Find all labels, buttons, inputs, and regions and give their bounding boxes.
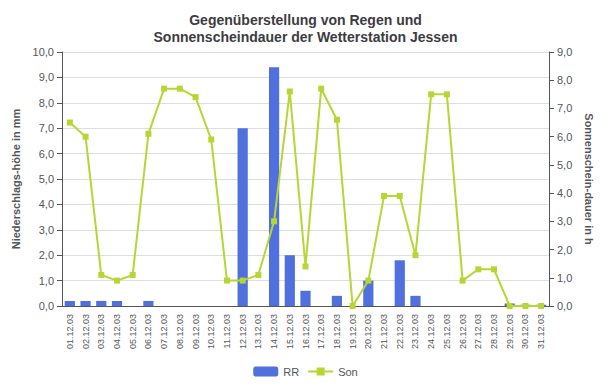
svg-text:2,0: 2,0 [39, 249, 54, 261]
svg-text:31.12.03: 31.12.03 [536, 314, 546, 349]
svg-text:Sonnenschein-dauer in h: Sonnenschein-dauer in h [583, 113, 595, 245]
svg-text:12.12.03: 12.12.03 [238, 314, 248, 349]
svg-text:4,0: 4,0 [39, 198, 54, 210]
svg-text:29.12.03: 29.12.03 [505, 314, 515, 349]
svg-text:08.12.03: 08.12.03 [175, 314, 185, 349]
svg-text:26.12.03: 26.12.03 [458, 314, 468, 349]
svg-text:7,0: 7,0 [557, 102, 572, 114]
svg-text:07.12.03: 07.12.03 [159, 314, 169, 349]
svg-text:5,0: 5,0 [557, 159, 572, 171]
svg-text:8,0: 8,0 [39, 97, 54, 109]
svg-text:8,0: 8,0 [557, 74, 572, 86]
svg-text:05.12.03: 05.12.03 [128, 314, 138, 349]
svg-text:1,0: 1,0 [557, 272, 572, 284]
svg-text:6,0: 6,0 [557, 131, 572, 143]
svg-text:16.12.03: 16.12.03 [301, 314, 311, 349]
svg-text:10.12.03: 10.12.03 [206, 314, 216, 349]
svg-text:2,0: 2,0 [557, 244, 572, 256]
svg-text:10,0: 10,0 [33, 46, 54, 58]
svg-text:18.12.03: 18.12.03 [332, 314, 342, 349]
svg-text:02.12.03: 02.12.03 [81, 314, 91, 349]
svg-text:11.12.03: 11.12.03 [222, 314, 232, 348]
svg-text:01.12.03: 01.12.03 [65, 314, 75, 349]
svg-text:23.12.03: 23.12.03 [410, 314, 420, 349]
svg-text:14.12.03: 14.12.03 [269, 314, 279, 349]
svg-text:9,0: 9,0 [39, 71, 54, 83]
svg-text:7,0: 7,0 [39, 122, 54, 134]
svg-text:17.12.03: 17.12.03 [316, 314, 326, 349]
svg-text:20.12.03: 20.12.03 [363, 314, 373, 349]
svg-text:22.12.03: 22.12.03 [395, 314, 405, 349]
svg-text:19.12.03: 19.12.03 [348, 314, 358, 349]
svg-text:06.12.03: 06.12.03 [143, 314, 153, 349]
svg-text:3,0: 3,0 [557, 215, 572, 227]
svg-text:3,0: 3,0 [39, 224, 54, 236]
svg-text:27.12.03: 27.12.03 [473, 314, 483, 349]
svg-text:24.12.03: 24.12.03 [426, 314, 436, 349]
svg-text:04.12.03: 04.12.03 [112, 314, 122, 349]
svg-text:13.12.03: 13.12.03 [253, 314, 263, 349]
svg-text:15.12.03: 15.12.03 [285, 314, 295, 349]
svg-text:1,0: 1,0 [39, 275, 54, 287]
svg-text:Sonnenscheindauer der Wetterst: Sonnenscheindauer der Wetterstation Jess… [154, 29, 458, 45]
svg-text:0,0: 0,0 [39, 300, 54, 312]
svg-text:03.12.03: 03.12.03 [96, 314, 106, 349]
svg-text:09.12.03: 09.12.03 [191, 314, 201, 349]
svg-text:RR: RR [283, 366, 299, 378]
svg-text:0,0: 0,0 [557, 300, 572, 312]
svg-text:21.12.03: 21.12.03 [379, 314, 389, 349]
svg-text:9,0: 9,0 [557, 46, 572, 58]
svg-text:28.12.03: 28.12.03 [489, 314, 499, 349]
svg-text:4,0: 4,0 [557, 187, 572, 199]
svg-text:30.12.03: 30.12.03 [520, 314, 530, 349]
svg-text:Niederschlags-höhe in mm: Niederschlags-höhe in mm [10, 108, 22, 249]
svg-text:Gegenüberstellung von Regen un: Gegenüberstellung von Regen und [189, 12, 422, 28]
svg-text:5,0: 5,0 [39, 173, 54, 185]
svg-text:Son: Son [338, 366, 358, 378]
svg-text:25.12.03: 25.12.03 [442, 314, 452, 349]
svg-text:6,0: 6,0 [39, 148, 54, 160]
